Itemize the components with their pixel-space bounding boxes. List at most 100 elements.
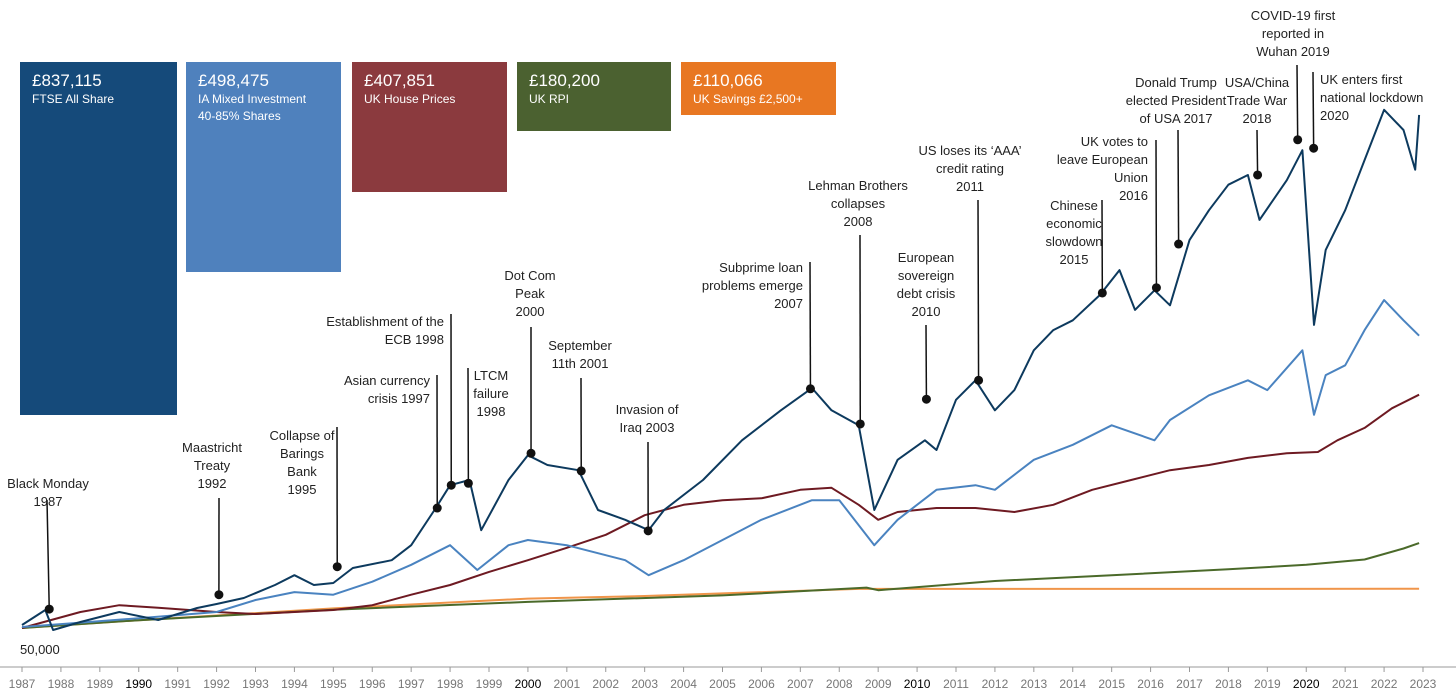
x-tick-label: 2005 [709, 677, 736, 691]
annotation-text: problems emerge [702, 278, 803, 293]
annotation-dot [432, 503, 442, 513]
x-tick-label: 2004 [670, 677, 697, 691]
x-tick-label: 1992 [203, 677, 230, 691]
annotation-leader [1177, 129, 1180, 245]
annotation-dot [446, 480, 456, 490]
annotation-leader [977, 199, 980, 381]
annotation-text: slowdown [1045, 234, 1102, 249]
x-tick-label: 2000 [515, 677, 542, 691]
series-line [21, 393, 1420, 629]
annotation-text: Subprime loan [719, 260, 803, 275]
annotation-dot [576, 466, 586, 476]
x-tick-label: 1990 [125, 677, 152, 691]
x-tick-label: 1994 [281, 677, 308, 691]
annotation-text: crisis 1997 [368, 391, 430, 406]
x-tick-label: 1988 [48, 677, 75, 691]
series-line [21, 108, 1421, 631]
annotation-leader [46, 499, 50, 610]
annotation-dot [44, 604, 54, 614]
x-tick-label: 1991 [164, 677, 191, 691]
annotation-dot [855, 419, 865, 429]
y-tick-label: 50,000 [20, 642, 60, 657]
annotation-text: UK votes to [1081, 134, 1148, 149]
annotation-text: Wuhan 2019 [1256, 44, 1330, 59]
annotation-text: sovereign [898, 268, 954, 283]
annotation-dot [463, 478, 473, 488]
annotation-text: leave European [1057, 152, 1148, 167]
annotation-text: Union [1114, 170, 1148, 185]
annotation-text: Iraq 2003 [620, 420, 675, 435]
x-tick-label: 1987 [9, 677, 36, 691]
annotation-text: UK enters first [1320, 72, 1403, 87]
series-name: UK RPI [529, 92, 570, 106]
annotation-text: 1987 [34, 494, 63, 509]
annotation-text: 2016 [1119, 188, 1148, 203]
value-label: £407,851 [364, 71, 435, 90]
x-tick-label: 1998 [437, 677, 464, 691]
annotation-text: LTCM [474, 368, 508, 383]
x-tick-label: 2007 [787, 677, 814, 691]
annotation-dot [643, 526, 653, 536]
annotation-text: 2011 [956, 179, 984, 194]
x-tick-label: 1999 [476, 677, 503, 691]
series-name: FTSE All Share [32, 92, 115, 106]
x-tick-label: 2019 [1254, 677, 1281, 691]
x-tick-label: 2006 [748, 677, 775, 691]
annotation-dot [921, 394, 931, 404]
value-label: £498,475 [198, 71, 269, 90]
annotation-text: Black Monday [7, 476, 89, 491]
value-label: £180,200 [529, 71, 600, 90]
x-tick-label: 2002 [592, 677, 619, 691]
series-name: UK House Prices [364, 92, 456, 106]
x-tick-label: 2010 [904, 677, 931, 691]
annotation-text: Establishment of the [326, 314, 444, 329]
annotation-dot [1097, 288, 1107, 298]
x-tick-label: 2016 [1137, 677, 1164, 691]
x-tick-label: 1997 [398, 677, 425, 691]
annotation-text: Dot Com [504, 268, 555, 283]
x-tick-label: 2021 [1332, 677, 1359, 691]
series-name: IA Mixed Investment 40-85% Shares [198, 92, 307, 123]
annotation-leader [1312, 71, 1315, 149]
x-tick-label: 1993 [242, 677, 269, 691]
annotation-text: economic [1046, 216, 1102, 231]
annotation-dot [1293, 135, 1303, 145]
series-line [21, 299, 1420, 628]
annotation-text: 2015 [1060, 252, 1089, 267]
annotation-text: collapses [831, 196, 886, 211]
annotation-text: 2020 [1320, 108, 1349, 123]
annotation-text: Maastricht [182, 440, 242, 455]
annotation-text: September [548, 338, 612, 353]
x-tick-label: 2003 [631, 677, 658, 691]
x-tick-label: 2012 [982, 677, 1009, 691]
annotation-dot [1309, 143, 1319, 153]
annotation-text: Trade War [1227, 93, 1288, 108]
annotation-text: Donald Trump [1135, 75, 1217, 90]
value-label: £837,115 [32, 71, 102, 90]
annotation-text: Invasion of [616, 402, 679, 417]
x-tick-label: 1995 [320, 677, 347, 691]
value-box: £498,475 IA Mixed Investment 40-85% Share… [186, 62, 341, 272]
series-line [21, 542, 1420, 629]
annotation-text: 2008 [844, 214, 873, 229]
x-tick-label: 2015 [1098, 677, 1125, 691]
x-tick-label: 2020 [1293, 677, 1320, 691]
annotation-text: Chinese [1050, 198, 1098, 213]
annotation-dot [805, 384, 815, 394]
annotation-text: debt crisis [897, 286, 956, 301]
x-tick-label: 2008 [826, 677, 853, 691]
annotation-text: credit rating [936, 161, 1004, 176]
value-box: £837,115 FTSE All Share [20, 62, 177, 415]
x-tick-label: 2022 [1371, 677, 1398, 691]
annotation-text: Lehman Brothers [808, 178, 908, 193]
annotation-text: European [898, 250, 954, 265]
annotation-dot [214, 590, 224, 600]
annotation-dot [526, 448, 536, 458]
annotation-text: Asian currency [344, 373, 430, 388]
annotation-text: of USA 2017 [1140, 111, 1213, 126]
x-tick-label: 2011 [943, 677, 969, 691]
annotation-text: 1998 [477, 404, 506, 419]
series-name: UK Savings £2,500+ [693, 92, 803, 106]
